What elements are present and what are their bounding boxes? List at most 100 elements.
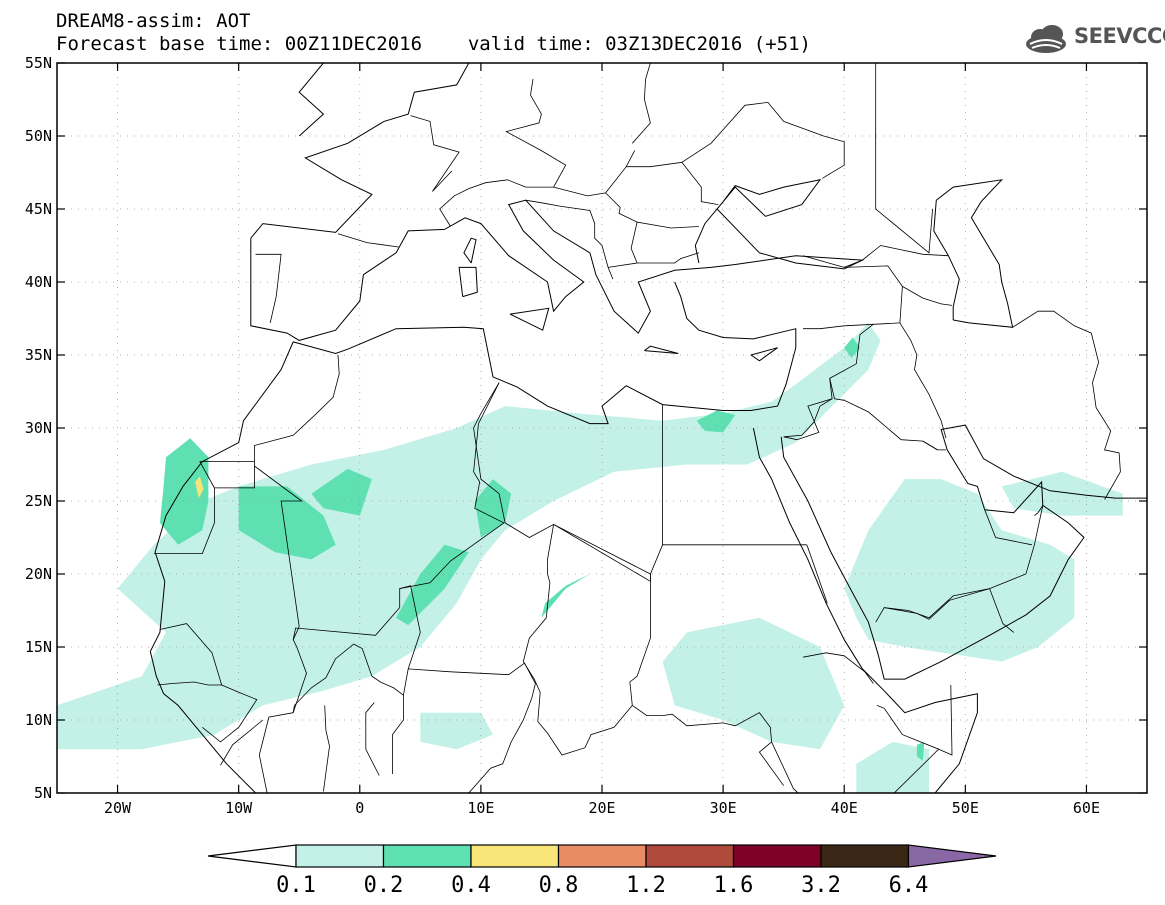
colorbar-label: 1.2 [626, 873, 666, 898]
lon-tick-label: 40E [831, 799, 858, 817]
coastline [250, 63, 470, 239]
country-border [938, 684, 953, 756]
country-border [1012, 310, 1121, 500]
aot-region-0.2-0.4 [916, 741, 925, 761]
coastline [509, 307, 550, 331]
aot-region-0.1-0.2 [1001, 471, 1123, 516]
country-border [632, 63, 651, 144]
coastline [149, 281, 797, 793]
colorbar-label: 0.4 [451, 873, 491, 898]
country-border [365, 702, 380, 776]
country-border [255, 253, 282, 323]
lon-tick-label: 30E [710, 799, 737, 817]
base-time-label: Forecast base time: 00Z11DEC2016 [56, 33, 423, 55]
country-border [522, 523, 651, 722]
coastline [463, 237, 477, 264]
axis-ticks: 55N 50N 45N 40N 35N 30N 25N 20N 15N 10N 5N 20W 10W 0 1… [25, 54, 1147, 817]
country-border [1034, 505, 1044, 516]
lat-tick-label: 40N [25, 273, 52, 291]
lat-tick-label: 20N [25, 565, 52, 583]
colorbar-label: 0.2 [364, 873, 404, 898]
lat-tick-label: 25N [25, 492, 52, 510]
lat-tick-label: 50N [25, 127, 52, 145]
country-border [157, 623, 223, 686]
country-border [608, 252, 700, 268]
grid [57, 62, 1147, 794]
lon-tick-label: 20W [104, 799, 132, 817]
country-border [629, 544, 785, 786]
coastline [644, 345, 679, 354]
forecast-time-line: Forecast base time: 00Z11DEC2016 valid t… [56, 33, 811, 55]
coastline [458, 266, 478, 298]
country-border [253, 354, 340, 466]
country-border [989, 588, 1015, 633]
country-border [626, 161, 719, 205]
country-border [984, 509, 1032, 546]
colorbar-box [470, 844, 560, 868]
country-border [254, 465, 303, 640]
lat-tick-label: 55N [25, 54, 52, 72]
colorbar-label: 6.4 [889, 873, 929, 898]
colorbar-box [382, 844, 472, 868]
country-border [605, 192, 638, 223]
country-border [323, 705, 330, 792]
colorbar-box [557, 844, 647, 868]
lon-tick-label: 50E [952, 799, 979, 817]
country-border [537, 705, 633, 756]
aot-region-0.4-0.8 [195, 476, 204, 499]
country-border [214, 466, 255, 489]
map-title: DREAM8-assim: AOT [56, 10, 251, 32]
aot-region-0.2-0.4 [474, 479, 512, 538]
lat-tick-label: 15N [25, 638, 52, 656]
lat-tick-label: 35N [25, 346, 52, 364]
colorbar-box [295, 844, 385, 868]
coastline [933, 179, 1014, 328]
aot-region-0.2-0.4 [238, 486, 336, 560]
country-border [258, 712, 294, 793]
colorbar-label: 1.6 [714, 873, 754, 898]
country-border [408, 662, 536, 793]
country-border [439, 179, 526, 227]
aot-region-0.1-0.2 [844, 479, 1075, 662]
colorbar-box [820, 844, 910, 868]
aot-region-0.2-0.4 [311, 468, 372, 516]
coastline [750, 347, 778, 362]
aot-region-0.2-0.4 [696, 410, 736, 433]
lon-tick-label: 10E [467, 799, 494, 817]
colorbar-label: 0.1 [276, 873, 316, 898]
aot-region-0.1-0.2 [57, 322, 881, 750]
colorbar-box [732, 844, 822, 868]
country-border [783, 398, 833, 438]
colorbar-over-triangle [907, 844, 997, 868]
country-border [884, 588, 990, 619]
country-border [292, 585, 421, 713]
country-border [681, 101, 845, 179]
lat-tick-label: 10N [25, 711, 52, 729]
country-border [473, 382, 651, 582]
country-border [410, 115, 460, 192]
country-border [153, 461, 255, 554]
country-border [220, 719, 264, 766]
country-border [505, 79, 567, 188]
colorbar-label: 0.8 [539, 873, 579, 898]
country-border [902, 286, 953, 306]
aot-region-0.2-0.4 [159, 438, 209, 545]
valid-time-label: valid time: 03Z13DEC2016 (+51) [467, 33, 811, 55]
country-border [875, 63, 933, 254]
lat-tick-label: 30N [25, 419, 52, 437]
country-border [202, 684, 258, 743]
aot-region-0.2-0.4 [844, 337, 860, 358]
aot-region-0.1-0.2 [420, 712, 493, 750]
country-border [525, 199, 614, 280]
lat-tick-label: 5N [34, 784, 52, 802]
country-border [392, 695, 404, 774]
country-border [899, 322, 947, 439]
lon-tick-label: 60E [1073, 799, 1100, 817]
lon-tick-label: 10W [225, 799, 253, 817]
aot-shading [57, 322, 1123, 793]
country-border [337, 233, 399, 248]
colorbar-under-triangle [207, 844, 297, 868]
country-border [802, 652, 874, 684]
lon-tick-label: 20E [588, 799, 615, 817]
